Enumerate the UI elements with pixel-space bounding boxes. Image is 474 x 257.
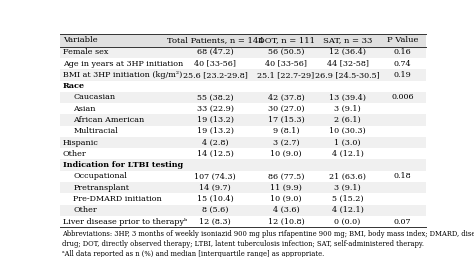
Bar (60, 137, 426, 148)
Text: 19 (13.2): 19 (13.2) (197, 116, 234, 124)
Text: ᵃAll data reported as n (%) and median [interquartile range] as appropriate.: ᵃAll data reported as n (%) and median [… (62, 250, 324, 257)
Bar (60, 92, 426, 103)
Text: 40 [33-56]: 40 [33-56] (194, 60, 237, 68)
Text: Asian: Asian (73, 105, 96, 113)
Text: DOT, n = 111: DOT, n = 111 (257, 36, 315, 44)
Text: 17 (15.3): 17 (15.3) (268, 116, 304, 124)
Bar (60, 114, 426, 126)
Text: 44 [32-58]: 44 [32-58] (327, 60, 369, 68)
Text: 10 (30.3): 10 (30.3) (329, 127, 366, 135)
Text: 4 (3.6): 4 (3.6) (273, 206, 300, 214)
Text: 4 (2.8): 4 (2.8) (202, 139, 228, 146)
Text: 0.07: 0.07 (393, 217, 411, 225)
Text: drug; DOT, directly observed therapy; LTBI, latent tuberculosis infection; SAT, : drug; DOT, directly observed therapy; LT… (62, 240, 424, 247)
Text: 25.6 [23.2-29.8]: 25.6 [23.2-29.8] (183, 71, 248, 79)
Text: 4 (12.1): 4 (12.1) (332, 150, 364, 158)
Text: Age in years at 3HP initiation: Age in years at 3HP initiation (63, 60, 183, 68)
Text: 1 (3.0): 1 (3.0) (334, 139, 361, 146)
Text: Female sex: Female sex (63, 48, 108, 56)
Text: African American: African American (73, 116, 145, 124)
Text: 0.19: 0.19 (393, 71, 411, 79)
Text: 0 (0.0): 0 (0.0) (335, 217, 361, 225)
Text: 56 (50.5): 56 (50.5) (268, 48, 304, 56)
Text: 9 (8.1): 9 (8.1) (273, 127, 300, 135)
Text: Variable: Variable (63, 36, 98, 44)
Text: 2 (6.1): 2 (6.1) (334, 116, 361, 124)
Text: 55 (38.2): 55 (38.2) (197, 94, 234, 102)
Text: SAT, n = 33: SAT, n = 33 (323, 36, 372, 44)
Text: 14 (9.7): 14 (9.7) (200, 184, 231, 192)
Text: BMI at 3HP initiation (kg/m²): BMI at 3HP initiation (kg/m²) (63, 71, 182, 79)
Text: 3 (2.7): 3 (2.7) (273, 139, 300, 146)
Text: 15 (10.4): 15 (10.4) (197, 195, 234, 203)
Bar (60, 47, 426, 58)
Text: P Value: P Value (387, 36, 418, 44)
Text: 107 (74.3): 107 (74.3) (194, 172, 236, 180)
Bar (60, 159, 426, 171)
Text: 10 (9.0): 10 (9.0) (270, 195, 302, 203)
Text: 13 (39.4): 13 (39.4) (329, 94, 366, 102)
Text: 21 (63.6): 21 (63.6) (329, 172, 366, 180)
Text: Pretransplant: Pretransplant (73, 184, 129, 192)
Bar (60, 205, 426, 216)
Text: Pre-DMARD initiation: Pre-DMARD initiation (73, 195, 162, 203)
Text: 8 (5.6): 8 (5.6) (202, 206, 228, 214)
Text: 12 (10.8): 12 (10.8) (268, 217, 304, 225)
Text: Indication for LTBI testing: Indication for LTBI testing (63, 161, 183, 169)
Text: 33 (22.9): 33 (22.9) (197, 105, 234, 113)
Bar (60, 69, 426, 80)
Text: Total Patients, n = 144: Total Patients, n = 144 (167, 36, 264, 44)
Text: 26.9 [24.5-30.5]: 26.9 [24.5-30.5] (315, 71, 380, 79)
Text: 19 (13.2): 19 (13.2) (197, 127, 234, 135)
Text: 3 (9.1): 3 (9.1) (334, 105, 361, 113)
Text: 4 (12.1): 4 (12.1) (332, 206, 364, 214)
Text: 30 (27.0): 30 (27.0) (268, 105, 304, 113)
Text: Caucasian: Caucasian (73, 94, 115, 102)
Text: 0.006: 0.006 (391, 94, 414, 102)
Text: 11 (9.9): 11 (9.9) (270, 184, 302, 192)
Text: 14 (12.5): 14 (12.5) (197, 150, 234, 158)
Text: Abbreviations: 3HP, 3 months of weekly isoniazid 900 mg plus rifapentine 900 mg;: Abbreviations: 3HP, 3 months of weekly i… (62, 230, 474, 237)
Text: Race: Race (63, 82, 85, 90)
Text: Liver disease prior to therapyᵇ: Liver disease prior to therapyᵇ (63, 217, 187, 225)
Text: Occupational: Occupational (73, 172, 127, 180)
Text: 68 (47.2): 68 (47.2) (197, 48, 234, 56)
Text: 25.1 [22.7-29]: 25.1 [22.7-29] (257, 71, 315, 79)
Text: 86 (77.5): 86 (77.5) (268, 172, 304, 180)
Text: 3 (9.1): 3 (9.1) (334, 184, 361, 192)
Text: 5 (15.2): 5 (15.2) (332, 195, 364, 203)
Text: 42 (37.8): 42 (37.8) (268, 94, 304, 102)
Text: 12 (8.3): 12 (8.3) (200, 217, 231, 225)
Bar (60, 182, 426, 193)
Text: Other: Other (63, 150, 87, 158)
Text: 12 (36.4): 12 (36.4) (329, 48, 366, 56)
Text: 40 [33-56]: 40 [33-56] (265, 60, 307, 68)
Text: Other: Other (73, 206, 97, 214)
Text: 0.74: 0.74 (393, 60, 411, 68)
Text: 0.16: 0.16 (393, 48, 411, 56)
Text: Multiracial: Multiracial (73, 127, 118, 135)
Text: 0.18: 0.18 (393, 172, 411, 180)
Text: Hispanic: Hispanic (63, 139, 99, 146)
Text: 10 (9.0): 10 (9.0) (270, 150, 302, 158)
Bar (60, 34, 426, 47)
